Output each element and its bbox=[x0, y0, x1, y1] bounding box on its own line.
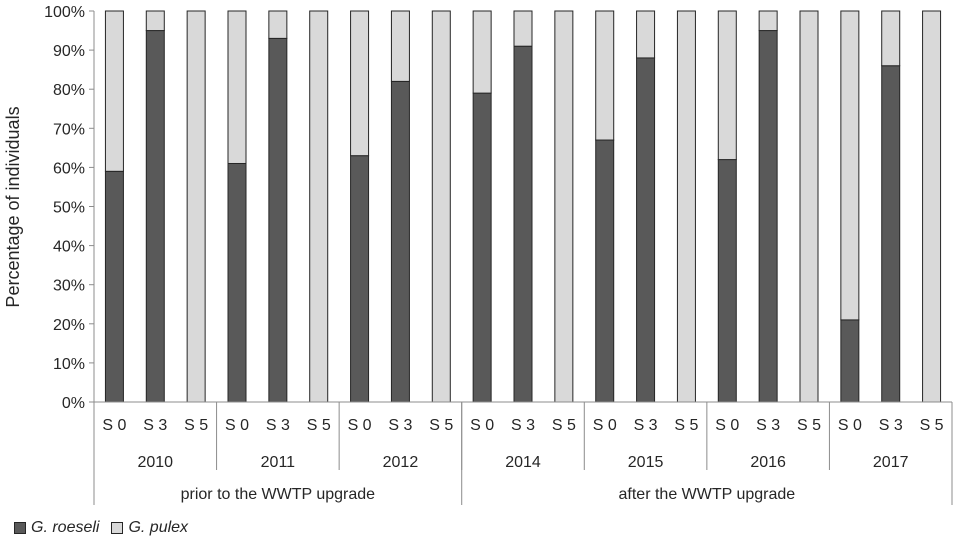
bar-g-pulex-18 bbox=[840, 10, 860, 321]
x-year-label: 2015 bbox=[628, 454, 664, 471]
bar-g-pulex-13 bbox=[636, 10, 656, 59]
bar-g-pulex-3 bbox=[227, 10, 247, 164]
bar-g-pulex-19 bbox=[881, 10, 901, 67]
x-category-label: S 3 bbox=[388, 417, 412, 434]
bar-g-roeseli-10 bbox=[513, 45, 533, 403]
x-period-label: after the WWTP upgrade bbox=[619, 486, 796, 503]
x-category-label: S 3 bbox=[756, 417, 780, 434]
bar-g-roeseli-0 bbox=[104, 170, 124, 403]
bar-g-pulex-15 bbox=[717, 10, 737, 161]
x-category-label: S 3 bbox=[879, 417, 903, 434]
y-tick-label: 0% bbox=[62, 395, 85, 412]
bar-g-pulex-16 bbox=[758, 10, 778, 32]
bar-g-pulex-10 bbox=[513, 10, 533, 47]
bar-g-pulex-1 bbox=[145, 10, 165, 32]
x-year-label: 2016 bbox=[750, 454, 786, 471]
y-tick-label: 90% bbox=[53, 43, 85, 60]
legend-item-g-roeseli: G. roeseli bbox=[14, 519, 99, 537]
bar-g-pulex-9 bbox=[472, 10, 492, 94]
bar-g-roeseli-19 bbox=[881, 65, 901, 403]
bar-g-roeseli-9 bbox=[472, 92, 492, 403]
y-tick-label: 70% bbox=[53, 121, 85, 138]
bar-g-roeseli-6 bbox=[350, 155, 370, 403]
bar-g-pulex-20 bbox=[922, 10, 942, 403]
x-year-label: 2011 bbox=[261, 454, 296, 471]
x-category-label: S 5 bbox=[429, 417, 453, 434]
bar-g-pulex-4 bbox=[268, 10, 288, 39]
legend-swatch-g-pulex bbox=[111, 522, 124, 534]
x-category-label: S 5 bbox=[307, 417, 331, 434]
x-category-label: S 3 bbox=[266, 417, 290, 434]
x-category-label: S 0 bbox=[348, 417, 372, 434]
bar-g-roeseli-16 bbox=[758, 30, 778, 403]
y-tick-label: 100% bbox=[44, 4, 85, 21]
x-category-label: S 5 bbox=[552, 417, 576, 434]
bar-g-pulex-2 bbox=[186, 10, 206, 403]
y-tick-label: 30% bbox=[53, 278, 85, 295]
bars-layer bbox=[104, 10, 942, 403]
x-category-label: S 5 bbox=[797, 417, 821, 434]
y-tick-label: 50% bbox=[53, 200, 85, 217]
bar-g-pulex-0 bbox=[104, 10, 124, 172]
labels-layer: 0% 10% 20% 30% 40% 50% 60% 70% 80% 90% 100% S 0 S 3 S… bbox=[44, 4, 944, 503]
bar-g-roeseli-1 bbox=[145, 30, 165, 403]
y-tick-label: 80% bbox=[53, 82, 85, 99]
x-year-label: 2017 bbox=[873, 454, 909, 471]
bar-g-roeseli-4 bbox=[268, 37, 288, 403]
bar-g-roeseli-12 bbox=[595, 139, 615, 403]
bar-g-pulex-11 bbox=[554, 10, 574, 403]
y-tick-label: 10% bbox=[53, 356, 85, 373]
bar-g-pulex-17 bbox=[799, 10, 819, 403]
bar-g-pulex-5 bbox=[309, 10, 329, 403]
legend: G. roeseli G. pulex bbox=[14, 519, 200, 537]
x-category-label: S 0 bbox=[715, 417, 739, 434]
bar-g-pulex-12 bbox=[595, 10, 615, 141]
x-category-label: S 0 bbox=[470, 417, 494, 434]
x-category-label: S 5 bbox=[184, 417, 208, 434]
x-year-label: 2010 bbox=[137, 454, 173, 471]
bar-g-roeseli-15 bbox=[717, 159, 737, 403]
legend-item-g-pulex: G. pulex bbox=[111, 519, 188, 537]
x-year-label: 2014 bbox=[505, 454, 541, 471]
bar-g-pulex-8 bbox=[431, 10, 451, 403]
x-category-label: S 0 bbox=[838, 417, 862, 434]
bar-g-pulex-7 bbox=[390, 10, 410, 82]
x-category-label: S 3 bbox=[511, 417, 535, 434]
x-category-label: S 0 bbox=[225, 417, 249, 434]
legend-label-g-pulex: G. pulex bbox=[128, 519, 189, 536]
x-category-label: S 3 bbox=[634, 417, 658, 434]
y-tick-label: 60% bbox=[53, 160, 85, 177]
bar-g-roeseli-13 bbox=[636, 57, 656, 403]
legend-label-g-roeseli: G. roeseli bbox=[31, 519, 100, 536]
y-tick-label: 40% bbox=[53, 239, 85, 256]
bar-g-roeseli-7 bbox=[390, 80, 410, 403]
x-category-label: S 0 bbox=[593, 417, 617, 434]
bar-g-roeseli-18 bbox=[840, 319, 860, 403]
y-axis-label: Percentage of individuals bbox=[3, 106, 23, 307]
x-category-label: S 5 bbox=[920, 417, 944, 434]
x-category-label: S 0 bbox=[102, 417, 126, 434]
x-period-label: prior to the WWTP upgrade bbox=[181, 486, 376, 503]
bar-g-pulex-6 bbox=[350, 10, 370, 157]
x-year-label: 2012 bbox=[383, 454, 419, 471]
bar-g-pulex-14 bbox=[676, 10, 696, 403]
axes-layer bbox=[89, 10, 953, 505]
x-category-label: S 3 bbox=[143, 417, 167, 434]
legend-swatch-g-roeseli bbox=[14, 522, 26, 534]
y-tick-label: 20% bbox=[53, 317, 85, 334]
x-category-label: S 5 bbox=[674, 417, 698, 434]
bar-g-roeseli-3 bbox=[227, 162, 247, 403]
